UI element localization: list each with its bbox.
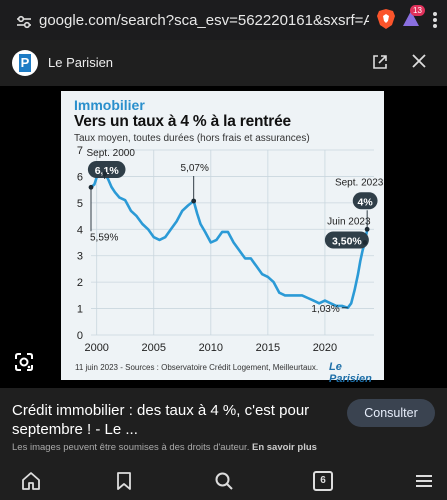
series-line (90, 172, 369, 310)
annotation-sept-2000-pill (87, 161, 126, 178)
brave-shield-icon[interactable] (376, 8, 396, 30)
rewards-badge: 13 (410, 5, 425, 16)
rewards-button[interactable]: 13 (400, 5, 425, 30)
infographic-source: 11 juin 2023 - Sources : Observatoire Cr… (75, 363, 319, 372)
y-tick-label: 7 (77, 145, 83, 157)
annotation-sept-2000-value: 6,1% (95, 165, 120, 177)
bookmark-icon[interactable] (113, 470, 135, 492)
annotation-2008-dot (191, 198, 197, 204)
annotation-sept-2023-label: Sept. 2023 (335, 177, 384, 188)
search-icon[interactable] (213, 470, 235, 492)
y-tick-label: 2 (77, 277, 83, 289)
site-logo-letter: P (19, 54, 31, 72)
menu-icon[interactable] (413, 470, 435, 492)
annotation-june-2023-value: 3,50% (332, 236, 362, 248)
annotation-sept-2023-pill (352, 192, 378, 210)
annotation-sept-2023-value: 4% (358, 196, 374, 208)
tabs-icon[interactable]: 6 (313, 471, 333, 491)
close-icon[interactable] (411, 53, 427, 69)
open-external-icon[interactable] (372, 54, 388, 70)
y-tick-label: 3 (77, 251, 83, 263)
y-tick-label: 0 (77, 330, 83, 342)
image-viewer-header: P Le Parisien (0, 40, 447, 86)
site-name[interactable]: Le Parisien (48, 55, 114, 70)
image-preview[interactable]: Immobilier Vers un taux à 4 % à la rentr… (0, 86, 447, 388)
annotation-2008-value: 5,07% (181, 163, 209, 174)
annotation-sept-2000-label: Sept. 2000 (87, 148, 136, 159)
result-title[interactable]: Crédit immobilier : des taux à 4 %, c'es… (12, 402, 310, 438)
annotation-sept-2023-dot (364, 226, 370, 232)
google-lens-icon[interactable] (14, 352, 34, 372)
browser-toolbar: google.com/search?sca_esv=562220161&sxsr… (0, 0, 447, 40)
x-tick-label: 2015 (256, 342, 280, 354)
copyright-notice: Les images peuvent être soumises à des d… (12, 442, 317, 453)
consult-button[interactable]: Consulter (347, 399, 435, 427)
y-tick-label: 4 (77, 224, 83, 236)
le-parisien-logo: Le Parisien (329, 361, 372, 385)
x-tick-label: 2010 (199, 342, 223, 354)
y-tick-label: 6 (77, 171, 83, 183)
home-icon[interactable] (20, 470, 42, 492)
infographic-kicker: Immobilier (74, 97, 145, 113)
x-tick-label: 2000 (84, 342, 108, 354)
annotation-2022-value: 1,03% (311, 304, 339, 315)
bottom-navigation (0, 462, 447, 500)
learn-more-link[interactable]: En savoir plus (251, 442, 317, 453)
rate-chart: 0 1 2 3 4 5 6 7 2000 2005 2010 2015 2020 Sept. 2000 6,… (77, 145, 384, 354)
annotation-june-2023-label: Juin 2023 (327, 217, 371, 228)
annotation-june-2023-pill (324, 231, 369, 249)
annotation-sept-2000-dot (102, 171, 108, 177)
y-tick-label: 1 (77, 304, 83, 316)
copyright-text: Les images peuvent être soumises à des d… (12, 442, 250, 453)
annotation-start-value: 5,59% (90, 232, 118, 243)
browser-menu-button[interactable] (428, 9, 442, 31)
address-bar[interactable]: google.com/search?sca_esv=562220161&sxsr… (6, 5, 376, 35)
infographic-subtitle: Taux moyen, toutes durées (hors frais et… (74, 133, 310, 144)
x-tick-label: 2020 (313, 342, 337, 354)
annotation-june-2023-dot (362, 240, 368, 245)
site-settings-icon[interactable] (16, 14, 32, 30)
y-tick-label: 5 (77, 198, 83, 210)
rewards-icon (403, 11, 419, 26)
x-tick-label: 2005 (142, 342, 166, 354)
infographic-title: Vers un taux à 4 % à la rentrée (74, 113, 291, 130)
url-text[interactable]: google.com/search?sca_esv=562220161&sxsr… (39, 12, 369, 29)
annotation-start-dot (88, 184, 94, 190)
site-logo: P (12, 50, 38, 76)
result-info-panel: Crédit immobilier : des taux à 4 %, c'es… (0, 388, 447, 462)
infographic-card: Immobilier Vers un taux à 4 % à la rentr… (61, 91, 384, 385)
